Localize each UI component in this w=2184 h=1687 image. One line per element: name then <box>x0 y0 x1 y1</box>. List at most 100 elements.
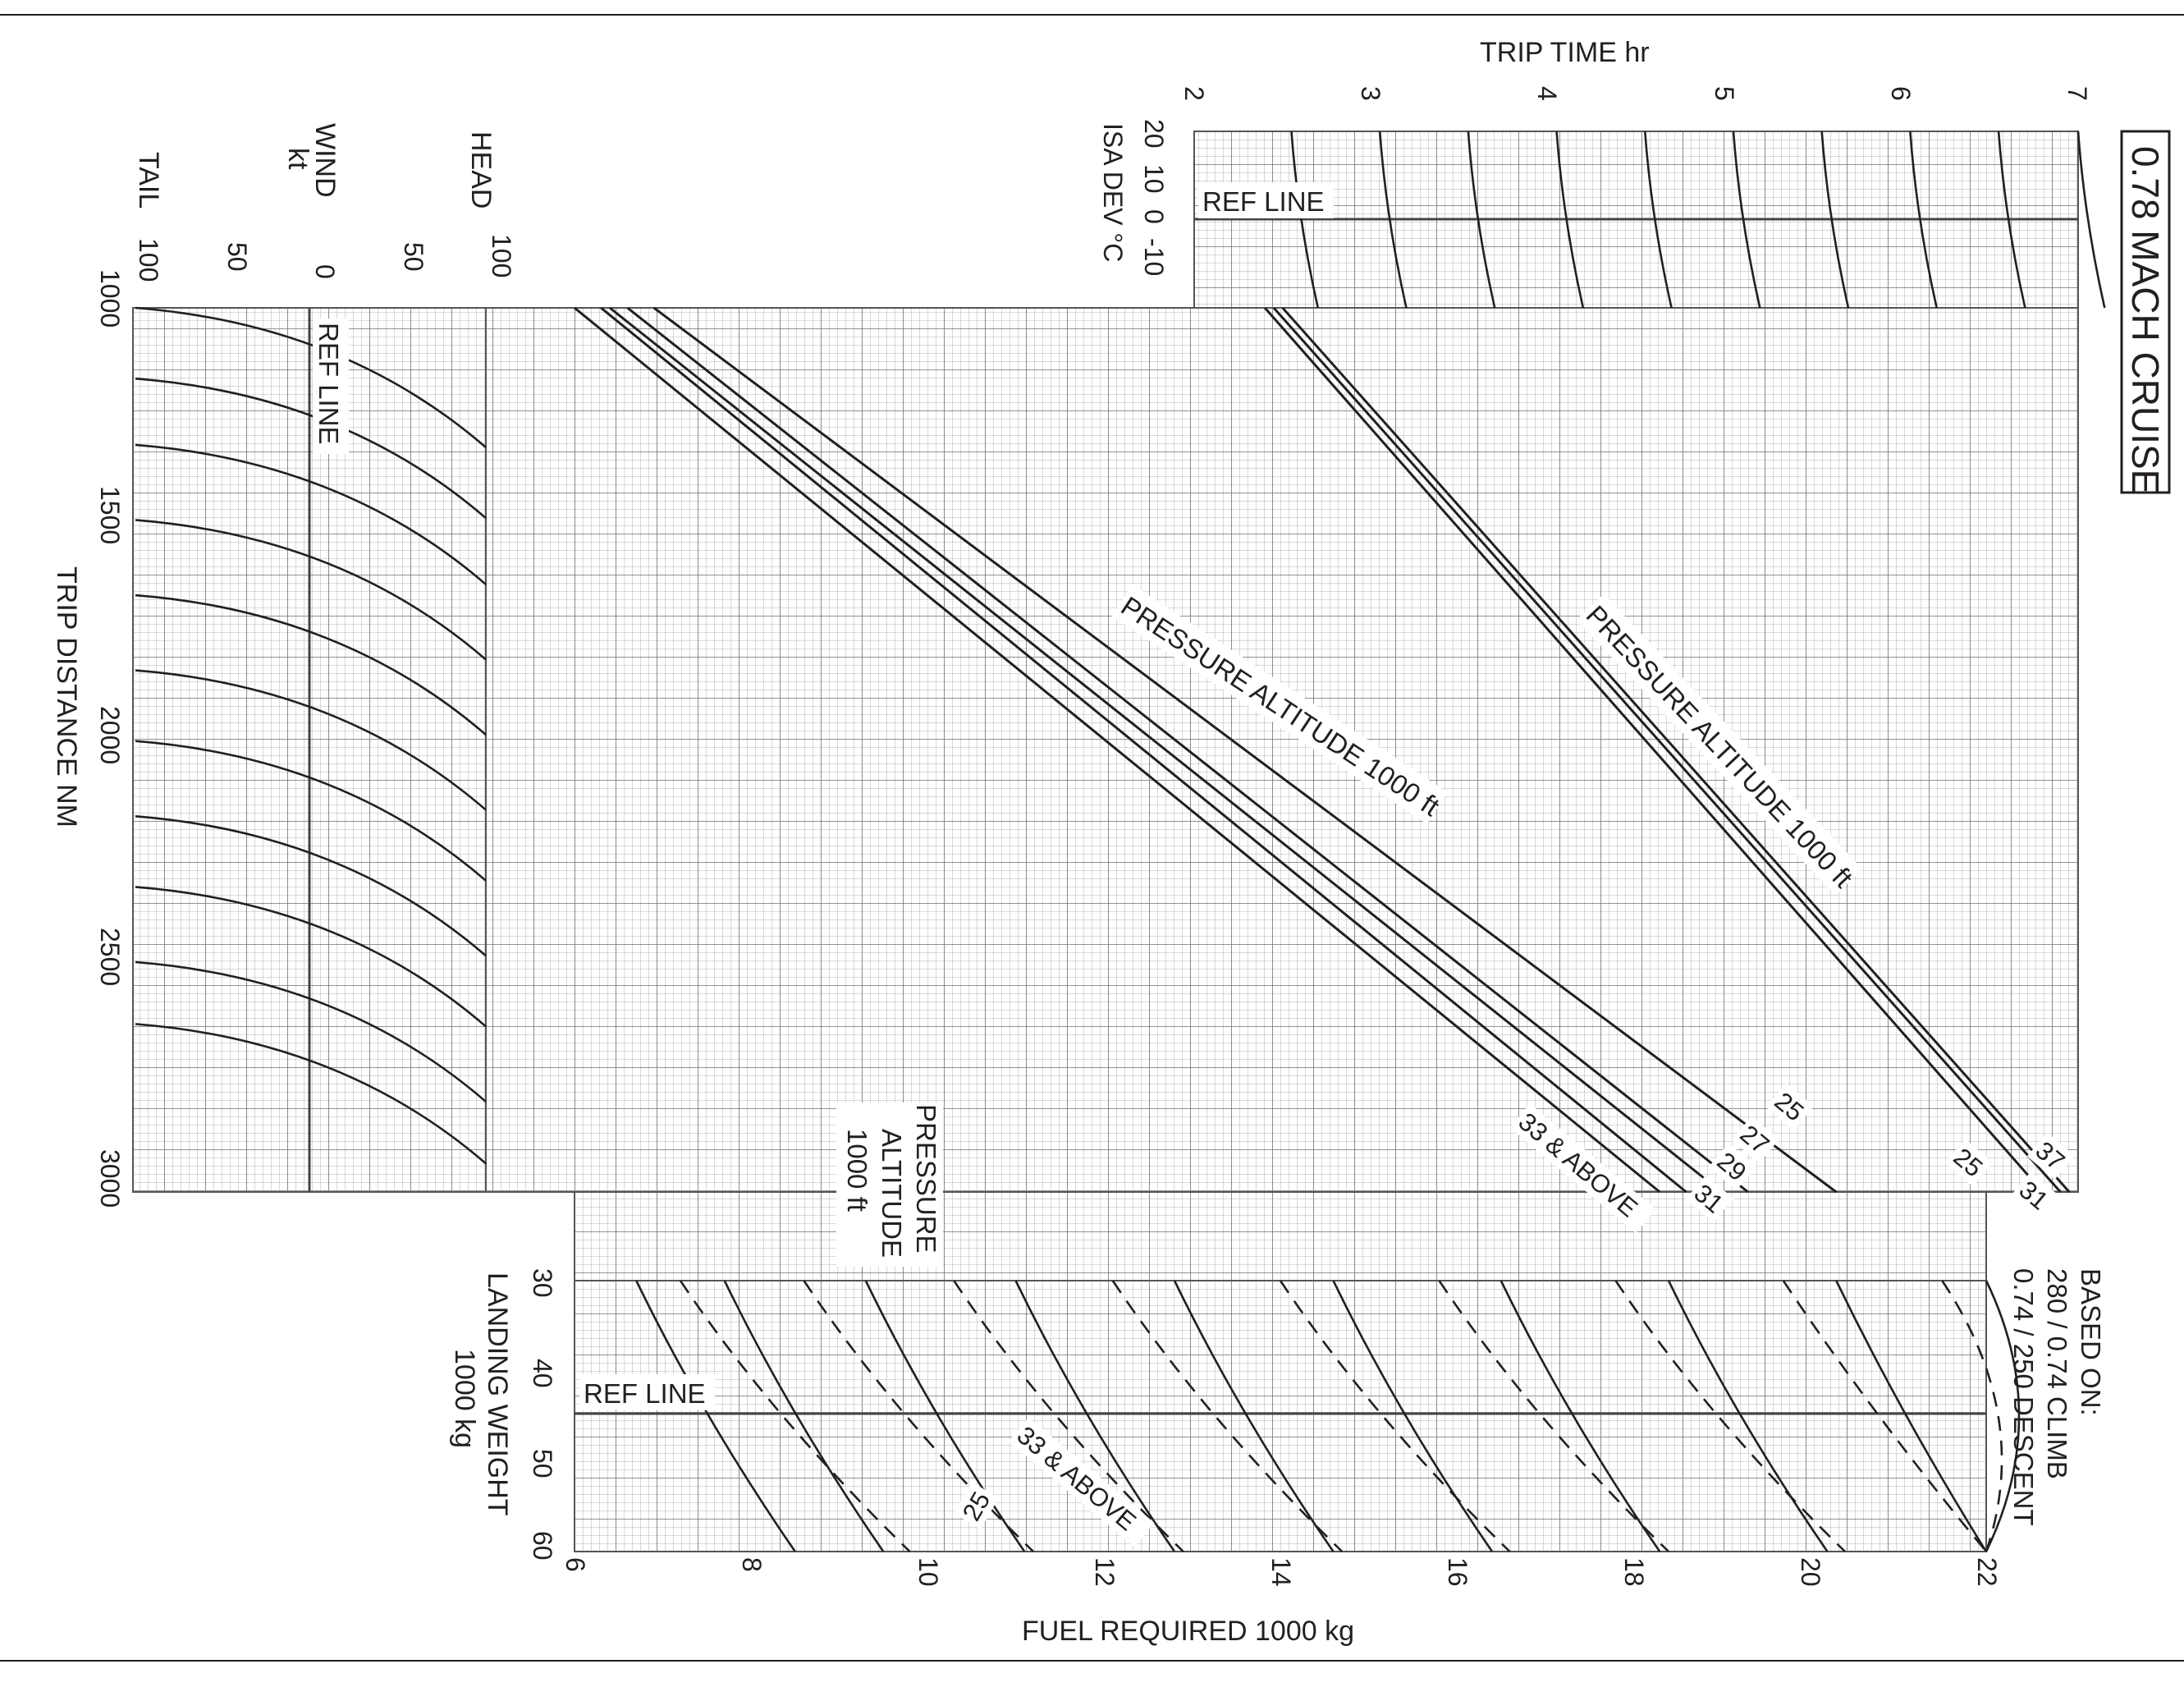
trip-time-tick: 3 <box>1356 86 1385 101</box>
weight-guide-dashed-curve <box>953 1280 1184 1552</box>
weight-guide-dashed-curve <box>1614 1280 1846 1552</box>
trip-time-axis-label: TRIP TIME hr <box>1480 37 1650 68</box>
landing-weight-tick: 50 <box>528 1449 557 1478</box>
wind-label: WIND <box>309 123 341 198</box>
fuel-required-tick: 6 <box>561 1557 590 1572</box>
isa-guide-curve <box>1997 131 2026 309</box>
weight-guide-curve <box>1985 1280 2021 1552</box>
wind-tick: 50 <box>222 242 252 272</box>
isa-dev-tick: -10 <box>1139 238 1169 276</box>
landing-weight-tick: 30 <box>528 1268 557 1298</box>
chart-title-box: 0.78 MACH CRUISE <box>2120 130 2171 494</box>
landing-weight-tick: 40 <box>528 1359 557 1388</box>
isa-guide-curve <box>1555 131 1585 309</box>
fuel-altitude-line <box>574 306 1661 1194</box>
weight-guide-curve <box>1332 1280 1494 1552</box>
time-altitude-line <box>1272 307 2062 1193</box>
fuel-required-tick: 12 <box>1090 1557 1119 1587</box>
based-on-note: BASED ON: 280 / 0.74 CLIMB 0.74 / 250 DE… <box>2008 1268 2106 1526</box>
guide-curves <box>135 131 2106 1552</box>
trip-distance-tick: 2500 <box>95 928 125 986</box>
fuel-required-tick: 8 <box>737 1557 767 1572</box>
trip-distance-tick: 3000 <box>95 1149 125 1208</box>
wind-guide-curve <box>135 886 487 1028</box>
fuel-required-axis-label: FUEL REQUIRED 1000 kg <box>1022 1616 1354 1647</box>
based-on-line1: BASED ON: <box>2076 1268 2106 1416</box>
wind-guide-curve <box>135 1023 487 1165</box>
pressure-altitude-block-line3: 1000 ft <box>842 1129 872 1212</box>
isa-guide-curve <box>1732 131 1761 309</box>
fuel-required-tick: 14 <box>1266 1557 1296 1587</box>
fuel-altitude-line <box>609 306 1723 1194</box>
isa-ref-line-label: REF LINE <box>1202 186 1325 217</box>
fuel-required-tick: 10 <box>913 1557 943 1587</box>
isa-dev-tick: 20 <box>1139 119 1169 149</box>
wind-axis: HEAD WIND kt TAIL 100 50 0 50 100 <box>133 123 516 282</box>
wind-tick: 100 <box>487 234 516 277</box>
weight-guide-curve <box>1835 1280 1988 1552</box>
chart-title: 0.78 MACH CRUISE <box>2124 146 2167 494</box>
landing-weight-tick: 60 <box>528 1531 557 1561</box>
wind-guide-curve <box>135 669 487 811</box>
wind-tick: 0 <box>310 264 340 279</box>
trip-time-tick: 6 <box>1886 86 1916 101</box>
trip-distance-axis-label: TRIP DISTANCE NM <box>51 566 82 827</box>
wind-guide-curve <box>135 519 487 661</box>
weight-guide-curve <box>1499 1280 1661 1552</box>
ref-line-labels: REF LINE REF LINE REF LINE <box>313 182 1334 1410</box>
weight-guide-dashed-curve <box>1279 1280 1511 1552</box>
weight-guide-curve <box>1667 1280 1829 1552</box>
wind-guide-curve <box>135 594 487 736</box>
weight-guide-dashed-curve <box>1111 1280 1344 1552</box>
weight-guide-dashed-curve <box>1941 1280 2003 1552</box>
isa-guide-curve <box>1467 131 1496 309</box>
wind-guide-curve <box>135 740 487 882</box>
isa-guide-curve <box>1909 131 1938 309</box>
isa-guide-curve <box>1820 131 1850 309</box>
time-altitude-line <box>1264 307 2044 1193</box>
data-series <box>574 306 2071 1194</box>
weight-ref-line-label: REF LINE <box>584 1378 706 1409</box>
isa-guide-curve <box>1290 131 1320 309</box>
time-altitude-line <box>1281 307 2071 1193</box>
wind-guide-curve <box>135 814 487 957</box>
isa-dev-axis: ISA DEV °C 20 10 0 -10 <box>1098 119 1169 276</box>
trip-distance-tick: 1000 <box>95 269 125 328</box>
weight-guide-dashed-curve <box>1438 1280 1669 1552</box>
trip-time-tick: 5 <box>1710 86 1739 101</box>
wind-tick: 100 <box>134 238 163 282</box>
isa-guide-curve <box>1643 131 1673 309</box>
weight-guide-curve <box>723 1280 885 1552</box>
pressure-altitude-block-line1: PRESSURE <box>911 1104 941 1254</box>
trip-time-tick: 7 <box>2063 86 2092 101</box>
isa-guide-curve <box>2076 131 2106 309</box>
isa-dev-tick: 0 <box>1139 209 1169 224</box>
wind-guide-curve <box>135 960 487 1103</box>
wind-tick: 50 <box>399 242 428 272</box>
trip-time-tick: 4 <box>1532 86 1562 101</box>
fuel-required-axis: FUEL REQUIRED 1000 kg 6 8 10 12 14 16 18… <box>561 1557 2002 1647</box>
fuel-required-tick: 22 <box>1972 1557 2002 1587</box>
trip-distance-tick: 1500 <box>95 486 125 544</box>
wind-tail-label: TAIL <box>133 152 164 209</box>
trip-time-tick: 2 <box>1179 86 1209 101</box>
panel-main <box>485 307 2079 1193</box>
isa-dev-axis-label: ISA DEV °C <box>1098 123 1128 262</box>
landing-weight-axis: LANDING WEIGHT 1000 kg 30 40 50 60 <box>449 1268 557 1561</box>
based-on-line3: 0.74 / 250 DESCENT <box>2008 1268 2039 1526</box>
isa-guide-curve <box>1378 131 1408 309</box>
wind-ref-line-label: REF LINE <box>314 323 344 445</box>
fuel-required-tick: 16 <box>1443 1557 1472 1587</box>
weight-guide-curve <box>1014 1280 1176 1552</box>
wind-head-label: HEAD <box>465 131 497 209</box>
panel-fuel-lower <box>574 1191 1987 1552</box>
landing-weight-axis-label: LANDING WEIGHT <box>482 1272 513 1516</box>
weight-guide-dashed-curve <box>803 1280 1034 1552</box>
based-on-line2: 280 / 0.74 CLIMB <box>2042 1268 2072 1479</box>
pressure-altitude-block-line2: ALTITUDE <box>877 1129 907 1258</box>
weight-guide-dashed-curve <box>679 1280 911 1552</box>
fuel-altitude-line <box>652 306 1838 1194</box>
wind-unit-label: kt <box>282 148 314 170</box>
trip-time-axis: TRIP TIME hr 2 3 4 5 6 7 <box>1179 37 2092 101</box>
